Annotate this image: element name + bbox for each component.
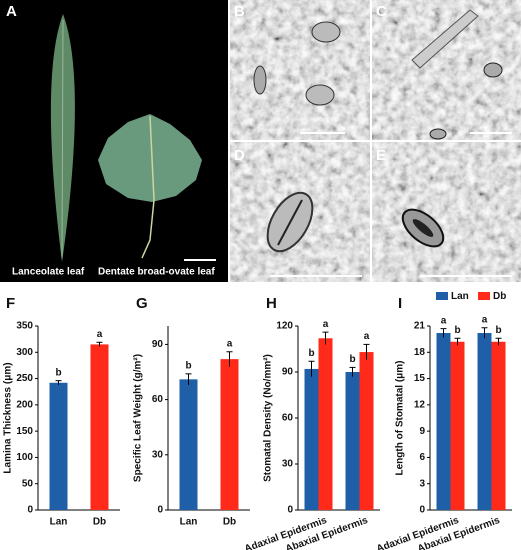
y-tick-label: 3 [419,478,425,489]
y-tick-label: 60 [152,394,164,405]
bar [491,341,506,510]
significance-letter: a [364,331,370,342]
y-axis-label: Specific Leaf Weight (g/m²) [133,354,144,482]
y-tick-label: 0 [287,505,293,516]
y-tick-label: 18 [414,347,426,358]
significance-letter: b [495,325,501,336]
y-tick-label: 0 [27,505,33,516]
bar [49,382,68,510]
y-tick-label: 0 [419,505,425,516]
bar [450,341,465,510]
legend-label: Db [493,291,506,302]
y-tick-label: 15 [414,373,426,384]
panel-label: B [234,3,245,20]
x-tick-label: Db [223,517,236,528]
bar [90,344,109,510]
y-tick-label: 50 [22,478,34,489]
panel-label: C [376,3,387,20]
y-tick-label: 30 [282,459,294,470]
bar [436,333,451,510]
legend-swatch [478,292,490,300]
y-tick-label: 6 [419,452,425,463]
y-axis-label: Lamina Thickness (μm) [3,362,14,473]
x-tick-label: Lan [50,517,68,528]
image-caption: Dentate broad-ovate leaf [98,267,215,278]
y-tick-label: 100 [16,452,33,463]
panel-label: G [136,295,148,312]
panel-label: H [266,295,277,312]
bar [318,338,333,510]
significance-letter: b [349,354,355,365]
panel-label: I [398,295,402,312]
significance-letter: a [227,338,233,349]
significance-letter: b [185,360,191,371]
significance-letter: a [97,329,103,340]
y-tick-label: 9 [419,426,425,437]
y-tick-label: 250 [16,373,33,384]
bar [477,333,492,510]
y-tick-label: 150 [16,426,33,437]
image-caption: Lanceolate leaf [12,267,85,278]
significance-letter: a [323,319,329,330]
y-tick-label: 30 [152,449,164,460]
panel-label: F [6,295,15,312]
y-tick-label: 300 [16,347,33,358]
legend-swatch [436,292,448,300]
bar [304,368,319,510]
significance-letter: a [482,314,488,325]
y-tick-label: 0 [157,505,163,516]
panel-label: D [234,147,245,164]
y-axis-label: Length of Stomatal (μm) [395,361,406,476]
significance-letter: b [55,367,61,378]
sem-photos [230,0,521,282]
leaf-photo [0,0,228,282]
x-tick-label: Db [93,517,106,528]
y-tick-label: 12 [414,399,426,410]
significance-letter: b [308,348,314,359]
bar [220,359,239,510]
significance-letter: b [454,325,460,336]
y-tick-label: 90 [152,339,164,350]
legend-label: Lan [451,291,469,302]
y-tick-label: 120 [276,321,293,332]
significance-letter: a [441,315,447,326]
y-tick-label: 60 [282,413,294,424]
bar [345,372,360,510]
panel-label: E [376,147,386,164]
y-tick-label: 21 [414,321,426,332]
y-axis-label: Stomatal Density (No/mm²) [263,354,274,482]
x-tick-label: Lan [180,517,198,528]
panel-label: A [6,3,17,20]
y-tick-label: 200 [16,399,33,410]
bar [179,379,198,510]
y-tick-label: 350 [16,321,33,332]
bar [359,352,374,510]
y-tick-label: 90 [282,367,294,378]
